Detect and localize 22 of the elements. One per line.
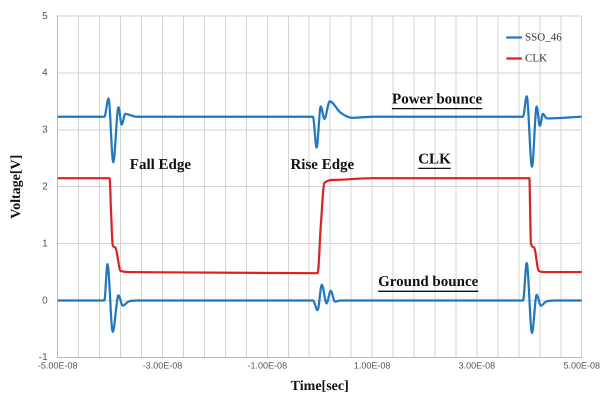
y-axis-title: Voltage[V] (9, 154, 24, 219)
annotation: Power bounce (392, 92, 483, 108)
line-series (58, 177, 582, 274)
annotation: Ground bounce (378, 274, 479, 290)
annotation: CLK (418, 151, 452, 168)
y-tick-label: 2 (42, 181, 48, 192)
y-tick-label: 5 (42, 10, 48, 22)
annotation: Fall Edge (130, 157, 192, 174)
x-tick-label: 3.00E-08 (458, 360, 496, 370)
y-tick-label: 4 (42, 68, 48, 79)
x-tick-label: 5.00E-08 (563, 360, 600, 370)
x-tick-label: -1.00E-08 (248, 360, 288, 370)
x-tick-label: 1.00E-08 (354, 360, 390, 370)
y-tick-label: 0 (42, 295, 48, 306)
legend-label: CLK (525, 52, 548, 64)
x-tick-label: -3.00E-08 (142, 360, 182, 370)
line-series (58, 262, 582, 334)
y-tick-label: 3 (42, 124, 48, 136)
x-axis-title: Time[sec] (290, 379, 349, 394)
y-tick-label: 1 (42, 238, 48, 250)
legend-label: SSO_46 (525, 31, 562, 44)
annotation: Rise Edge (290, 157, 355, 174)
